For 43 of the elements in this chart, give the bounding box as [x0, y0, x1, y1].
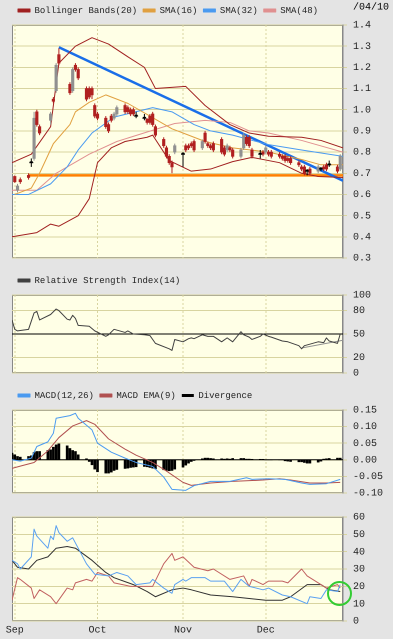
y-tick-label: 0.8 [353, 148, 372, 159]
y-tick-label: 0.10 [353, 422, 378, 434]
y-tick-label: 10 [353, 599, 366, 610]
y-tick-label: 40 [353, 547, 366, 558]
y-tick-label: 30 [353, 564, 366, 576]
legend-label: SMA(48) [280, 6, 318, 16]
legend-label: Divergence [198, 390, 252, 401]
y-tick-label: 50 [353, 530, 366, 541]
text: /04/10 [352, 2, 389, 14]
y-tick-label: 0.5 [353, 211, 372, 222]
y-tick-label: 0 [353, 616, 360, 628]
y-tick-label: 60 [353, 512, 366, 524]
y-tick-label: 0.15 [353, 406, 378, 417]
x-tick-label: Dec [256, 626, 275, 637]
y-tick-label: 0.9 [353, 126, 372, 138]
y-tick-label: 0.6 [353, 190, 372, 202]
y-tick-label: -0.10 [353, 488, 384, 500]
y-tick-label: 1.0 [353, 105, 372, 116]
y-tick-label: 1.4 [353, 20, 372, 32]
x-tick-label: Sep [6, 626, 24, 637]
y-tick-label: 0 [353, 368, 360, 380]
x-tick-label: Oct [88, 626, 107, 637]
legend-label: MACD EMA(9) [116, 390, 176, 401]
legend-label: MACD(12,26) [34, 390, 94, 401]
y-tick-label: 0.05 [353, 438, 378, 450]
y-tick-label: 0.00 [353, 455, 378, 466]
y-tick-label: 1.3 [353, 42, 372, 53]
legend-label: Bollinger Bands(20) [34, 6, 138, 16]
y-tick-label: 0.4 [353, 232, 372, 244]
legend-label: SMA(32) [220, 6, 258, 16]
y-tick-label: 20 [353, 353, 366, 364]
y-tick-label: 50 [353, 330, 366, 341]
y-tick-label: 80 [353, 306, 366, 318]
y-tick-label: 0.7 [353, 168, 372, 180]
x-tick-label: Nov [174, 626, 192, 637]
y-tick-label: 0.3 [353, 254, 372, 265]
y-tick-label: -0.05 [353, 472, 384, 484]
legend-label: SMA(16) [160, 6, 198, 16]
y-tick-label: 20 [353, 582, 366, 593]
y-tick-label: 1.1 [353, 84, 372, 96]
y-tick-label: 1.2 [353, 63, 372, 74]
legend-label: Relative Strength Index(14) [34, 276, 180, 286]
y-tick-label: 100 [353, 290, 372, 302]
